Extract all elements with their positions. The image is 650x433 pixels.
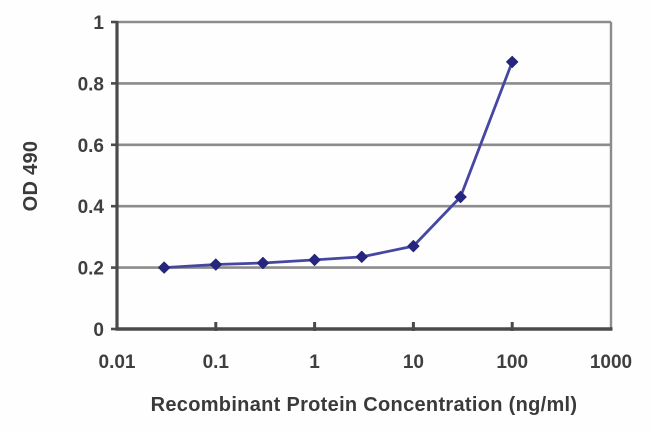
x-tick-label: 1000 bbox=[590, 352, 632, 373]
y-tick-label: 0.4 bbox=[78, 197, 105, 218]
data-point-marker bbox=[158, 261, 171, 274]
data-point-marker bbox=[454, 190, 467, 204]
data-point-marker bbox=[407, 240, 420, 253]
plot-area: 0 0.2 0.4 0.6 0.8 1 0.01 0.1 1 10 100 1000 bbox=[78, 13, 633, 373]
data-point-marker bbox=[256, 256, 270, 270]
x-tick-label: 1 bbox=[309, 352, 320, 373]
x-tick-label: 100 bbox=[496, 352, 528, 373]
data-point-marker bbox=[506, 55, 519, 69]
data-point-marker bbox=[209, 258, 222, 271]
x-tick-label: 10 bbox=[403, 352, 424, 373]
x-tick-label: 0.1 bbox=[203, 352, 230, 373]
data-point-marker bbox=[355, 250, 368, 263]
series-line bbox=[162, 60, 514, 270]
data-point-marker bbox=[308, 253, 321, 267]
y-axis-title: OD 490 bbox=[20, 141, 42, 212]
x-axis-title: Recombinant Protein Concentration (ng/ml… bbox=[151, 394, 578, 416]
y-tick-label: 0.6 bbox=[78, 136, 104, 157]
y-tick-label: 0.2 bbox=[78, 259, 104, 280]
y-tick-label: 0 bbox=[93, 320, 104, 341]
y-tick-label: 1 bbox=[93, 13, 104, 34]
x-tick-label: 0.01 bbox=[99, 352, 136, 373]
y-tick-label: 0.8 bbox=[78, 74, 104, 95]
